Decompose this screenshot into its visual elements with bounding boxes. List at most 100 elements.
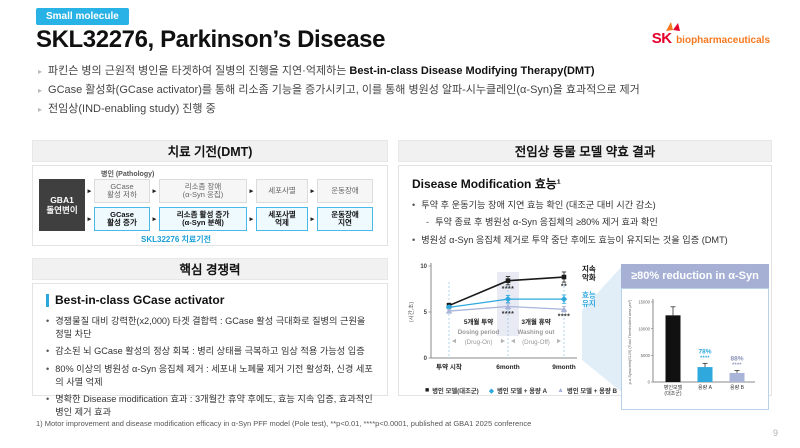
intro-bullet-plain: 전임상(IND-enabling study) 진행 중 [48,103,216,115]
bullet-dot-icon: • [412,234,416,245]
intro-bullet: ▸ GCase 활성화(GCase activator)를 통해 리소좀 기능을… [38,81,758,100]
mechanism-panel: 치료 기전(DMT) 병인 (Pathology) GBA1 돌연변이 ► GC… [32,140,388,246]
logo-sk-text: SK [651,30,672,47]
core-subtitle: Best-in-class GCase activator [46,293,374,307]
efficacy-sub-bullet: - 투약 종료 후 병원성 α-Syn 응집체의 ≥80% 제거 효과 확인 [426,216,758,229]
treatment-flow-row: ► GCase 활성 증가 ► 리소좀 활성 증가 (α-Syn 분해) ► 세… [85,207,373,231]
svg-text:0: 0 [648,380,651,385]
core-bullet: • 감소된 뇌 GCase 활성의 정상 회복 : 병리 상태를 극복하고 임상 … [46,345,374,358]
core-bullet: • 명확한 Disease modification 효과 : 3개월간 휴약 후… [46,393,374,419]
alpha-syn-reduction-panel: ≥80% reduction in α-Syn 0 5000 10000 15000 p… [621,264,769,410]
svg-text:Washing out: Washing out [518,329,555,336]
intro-bullet: ▸ 파킨슨 병의 근원적 병인을 타겟하여 질병의 진행을 지연·억제하는 Be… [38,62,758,81]
svg-text:0: 0 [424,356,428,362]
intro-bullet-plain: 파킨슨 병의 근원적 병인을 타겟하여 질병의 진행을 지연·억제하는 [48,65,350,77]
svg-text:9month: 9month [552,364,576,371]
efficacy-bullet-text: 투약 후 운동기능 장애 지연 효능 확인 (대조군 대비 시간 감소) [421,200,656,210]
page-title: SKL32276, Parkinson’s Disease [36,26,386,53]
svg-text:10000: 10000 [638,326,650,331]
svg-text:****: **** [700,355,710,361]
core-panel-title: 핵심 경쟁력 [32,258,388,280]
svg-text:(Drug-On): (Drug-On) [465,339,493,346]
flow-arrow-icon: ► [248,187,255,195]
intro-bullet: ▸ 전임상(IND-enabling study) 진행 중 [38,100,758,119]
core-bullet-text: 경쟁물질 대비 강력한(x2,000) 타겟 결합력 : GCase 활성 극대… [55,316,366,339]
efficacy-bullet: • 병원성 α-Syn 응집체 제거로 투약 중단 후에도 효능이 유지되는 것을… [412,234,758,247]
line-chart-svg: 0 5 10 (시간,초) 5개월 투약 Dosing period (Drug-On) 3개… [407,263,596,371]
legend-item: ■ 병인 모델(대조군) [425,386,479,395]
flow-arrow-icon: ► [86,187,93,195]
flow-arrow-icon: ► [151,215,158,223]
bullet-arrow-icon: ▸ [38,105,43,114]
legend-label: 병인 모델(대조군) [432,388,479,395]
svg-text:78%: 78% [698,348,711,355]
legend-label: 병인 모델 + 용량 A [497,388,548,395]
mechanism-diagram: 병인 (Pathology) GBA1 돌연변이 ► GCase 활성 저하 ►… [32,165,388,246]
line-chart: 0 5 10 (시간,초) 5개월 투약 Dosing period (Drug-On) 3개… [401,256,631,395]
charts-area: 0 5 10 (시간,초) 5개월 투약 Dosing period (Drug-On) 3개… [399,262,771,410]
bullet-dot-icon: • [46,316,50,326]
efficacy-subtitle: Disease Modification 효능¹ [412,177,561,191]
flow-arrow-icon: ► [151,187,158,195]
svg-text:용량 A: 용량 A [698,384,713,391]
svg-text:6month: 6month [496,364,520,371]
svg-text:용량 B: 용량 B [730,384,745,391]
intro-bullet-text: GCase 활성화(GCase activator)를 통해 리소좀 기능을 증… [48,81,640,100]
bullet-arrow-icon: ▸ [38,86,43,95]
svg-text:10: 10 [420,264,427,270]
svg-text:투약 시작: 투약 시작 [436,362,462,371]
legend-marker-icon: ▲ [557,387,565,394]
intro-bullet-plain: GCase 활성화(GCase activator)를 통해 리소좀 기능을 증… [48,84,640,96]
flow-box: 운동장애 [317,179,373,203]
svg-text:5: 5 [424,310,428,316]
bullet-dot-icon: • [46,393,50,404]
svg-text:(시간,초): (시간,초) [407,302,415,323]
page-number: 9 [772,428,778,438]
legend-item: ◆ 병인 모델 + 용량 A [489,386,548,396]
svg-text:5000: 5000 [641,353,651,358]
accent-bar [46,293,49,307]
core-bullet: • 경쟁물질 대비 강력한(x2,000) 타겟 결합력 : GCase 활성 극… [46,315,374,341]
svg-text:88%: 88% [730,356,743,363]
core-bullet-text: 80% 이상의 병원성 α-Syn 응집체 제거 : 세포내 노폐물 제거 기전… [55,363,373,387]
efficacy-bullet: • 투약 후 운동기능 장애 지연 효능 확인 (대조군 대비 시간 감소) [412,199,758,212]
intro-bullet-text: 파킨슨 병의 근원적 병인을 타겟하여 질병의 진행을 지연·억제하는 Best… [48,62,594,81]
bullet-dot-icon: • [412,200,416,210]
svg-text:****: **** [502,286,515,293]
bullet-dash-icon: - [426,217,430,228]
core-subtitle-text: Best-in-class GCase activator [55,293,225,307]
small-molecule-badge: Small molecule [36,8,129,25]
callout-wedge [582,264,624,394]
svg-text:병인모델(대조군): 병인모델 (대조군) [664,384,683,397]
svg-text:**: ** [561,284,567,291]
svg-text:****: **** [558,313,571,320]
line-chart-legend: ■ 병인 모델(대조군) ◆ 병인 모델 + 용량 A ▲ 병인 모델 + 용량 B [401,386,631,395]
core-bullet-text: 감소된 뇌 GCase 활성의 정상 회복 : 병리 상태를 극복하고 임상 적… [55,346,365,357]
flow-arrow-icon: ► [309,187,316,195]
intro-bullets: ▸ 파킨슨 병의 근원적 병인을 타겟하여 질병의 진행을 지연·억제하는 Be… [38,62,758,119]
bullet-dot-icon: • [46,346,50,357]
efficacy-bullet-text: 병원성 α-Syn 응집체 제거로 투약 중단 후에도 효능이 유지되는 것을 … [421,234,728,245]
core-bullet-text: 명확한 Disease modification 효과 : 3개월간 휴약 후에… [55,393,373,417]
bar-chart: 0 5000 10000 15000 p-α-Synuclein(S129) (Tota… [621,288,769,410]
gba1-mutation-box: GBA1 돌연변이 [39,179,85,231]
intro-bullet-text: 전임상(IND-enabling study) 진행 중 [48,100,216,119]
footnote: 1) Motor improvement and disease modific… [36,419,532,428]
logo-rest-text: biopharmaceuticals [676,35,770,46]
bar-chart-title: ≥80% reduction in α-Syn [621,264,769,288]
intro-bullet-bold: Best-in-class Disease Modifying Therapy(… [349,65,595,77]
mechanism-panel-title: 치료 기전(DMT) [32,140,388,162]
flow-box: 세포사멸 [256,179,308,203]
flow-box: 운동장애 지연 [317,207,373,231]
svg-text:****: **** [732,363,742,369]
svg-text:(Drug-Off): (Drug-Off) [522,339,550,346]
flow-arrow-icon: ► [248,215,255,223]
svg-text:5개월 투약: 5개월 투약 [464,317,493,326]
flow-arrow-icon: ► [309,215,316,223]
legend-marker-icon: ■ [425,387,430,394]
bullet-dot-icon: • [46,363,50,374]
flow-box: 리소좀 활성 증가 (α-Syn 분해) [159,207,247,231]
